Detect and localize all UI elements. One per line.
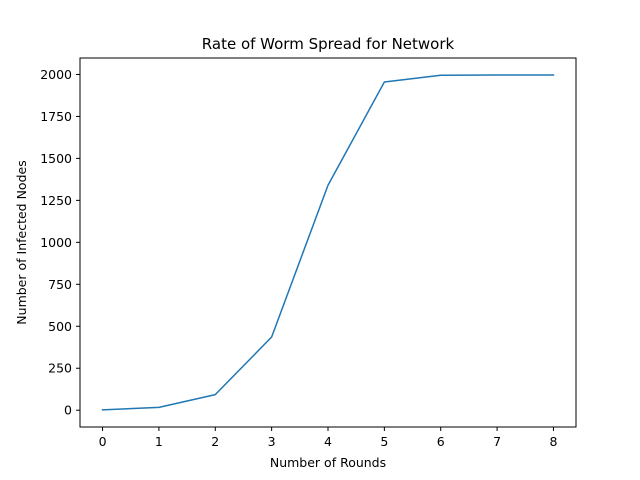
y-tick-label: 1000 — [40, 235, 72, 250]
plot-layer — [101, 74, 555, 411]
y-tick-label: 500 — [48, 319, 72, 334]
x-tick-label: 0 — [99, 434, 107, 449]
x-tick-label: 8 — [549, 434, 557, 449]
chart-title: Rate of Worm Spread for Network — [202, 35, 455, 53]
y-tick-label: 1750 — [40, 109, 72, 124]
x-tick-label: 1 — [155, 434, 163, 449]
x-tick-label: 5 — [380, 434, 388, 449]
x-axis: 0 1 2 3 4 5 6 7 8 — [99, 427, 557, 449]
y-axis: 0 250 500 750 1000 1250 1500 1750 2000 — [40, 67, 80, 418]
y-tick-label: 0 — [64, 403, 72, 418]
x-tick-label: 3 — [268, 434, 276, 449]
x-tick-label: 4 — [324, 434, 332, 449]
y-tick-label: 750 — [48, 277, 72, 292]
y-tick-label: 2000 — [40, 67, 72, 82]
y-tick-label: 1500 — [40, 151, 72, 166]
x-tick-label: 7 — [493, 434, 501, 449]
x-tick-label: 2 — [211, 434, 219, 449]
y-tick-label: 250 — [48, 361, 72, 376]
x-tick-label: 6 — [437, 434, 445, 449]
y-axis-label: Number of Infected Nodes — [14, 160, 29, 324]
x-axis-label: Number of Rounds — [270, 455, 386, 470]
y-tick-label: 1250 — [40, 193, 72, 208]
